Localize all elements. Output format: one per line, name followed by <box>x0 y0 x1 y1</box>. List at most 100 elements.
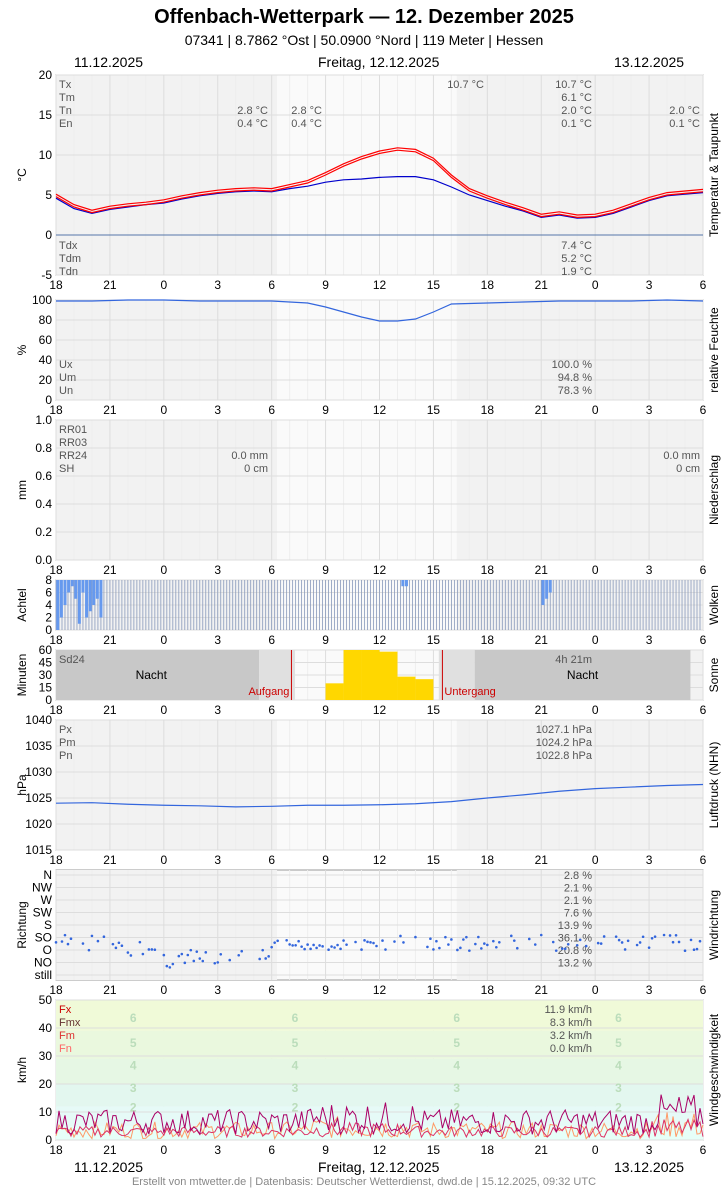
y-tick-label: 40 <box>39 1021 53 1035</box>
direction-point <box>533 943 537 946</box>
wind-label-value: 0.0 km/h <box>550 1043 592 1055</box>
direction-point <box>165 964 169 968</box>
humidity-label-value: 100.0 % <box>552 359 593 371</box>
sd24-value: 4h 21m <box>555 654 592 666</box>
direction-tick-label: NO <box>34 956 52 970</box>
direction-point <box>141 952 145 956</box>
direction-point <box>492 939 495 943</box>
beaufort-label: 5 <box>453 1036 460 1050</box>
y-tick-label: 40 <box>39 353 53 367</box>
direction-point <box>539 933 543 937</box>
direction-point <box>339 947 342 951</box>
direction-point <box>483 942 486 945</box>
x-tick-label: 3 <box>646 1143 653 1157</box>
direction-point <box>96 939 100 943</box>
sunrise-label: Aufgang <box>248 686 289 698</box>
night-shade-2 <box>56 420 278 560</box>
direction-point <box>620 941 624 944</box>
y-tick-label: 0.8 <box>35 441 52 455</box>
y-tick-label: 2 <box>45 611 52 625</box>
y-tick-label: 80 <box>39 313 53 327</box>
dewpoint-line <box>55 176 704 219</box>
direction-point <box>554 949 558 952</box>
humidity-label-name: Un <box>59 385 73 397</box>
beaufort-label: 3 <box>130 1081 137 1095</box>
y-tick-label: 0.2 <box>35 525 52 539</box>
direction-point <box>267 955 270 958</box>
cloud-blue-bar <box>67 580 71 593</box>
pressure-label-value: 1024.2 hPa <box>536 737 593 749</box>
direction-point <box>402 941 405 944</box>
temp-label-value: 2.0 °C <box>561 105 592 117</box>
humidity-label-value: 94.8 % <box>558 372 592 384</box>
y-tick-label: 0 <box>45 1133 52 1147</box>
night-shade-1 <box>56 300 278 400</box>
direction-point <box>240 949 244 953</box>
direction-point <box>683 949 687 952</box>
direction-point <box>60 940 64 943</box>
direction-point <box>321 945 324 948</box>
direction-point <box>228 958 232 962</box>
direction-point <box>674 933 678 937</box>
direction-tick-label: NW <box>32 881 53 895</box>
x-tick-label: 9 <box>322 1143 329 1157</box>
direction-point <box>219 953 223 956</box>
direction-point <box>623 948 627 951</box>
direction-point <box>204 951 208 954</box>
x-tick-label: 21 <box>535 633 549 647</box>
y-tick-label: 100 <box>32 293 52 307</box>
x-tick-label: 18 <box>49 633 63 647</box>
beaufort-band <box>56 1000 703 1031</box>
direction-tick-label: still <box>35 968 52 982</box>
direction-point <box>261 948 264 952</box>
x-tick-label: 0 <box>592 703 599 717</box>
direction-point <box>138 940 142 944</box>
x-tick-label: 6 <box>700 633 707 647</box>
sunshine-bar <box>397 676 416 700</box>
direction-point <box>150 948 154 951</box>
temp-label-name: Tx <box>59 79 72 91</box>
temp-label-name: Tm <box>59 92 75 104</box>
y-tick-label: 1030 <box>25 765 52 779</box>
humidity-label-name: Um <box>59 372 76 384</box>
direction-point <box>294 943 297 947</box>
direction-point <box>375 944 378 948</box>
direction-point <box>468 949 471 952</box>
precip-label-name: RR01 <box>59 424 87 436</box>
direction-point <box>551 940 555 944</box>
panel-ylabel: hPa <box>15 774 29 796</box>
panel-ylabel: km/h <box>15 1057 29 1083</box>
x-tick-label: 21 <box>103 403 117 417</box>
direction-point <box>689 938 693 942</box>
temp-label-value: 0.4 °C <box>291 118 322 130</box>
beaufort-label: 5 <box>292 1036 299 1050</box>
panel-title: Wolken <box>707 585 721 625</box>
pressure-label-value: 1027.1 hPa <box>536 724 593 736</box>
direction-point <box>291 944 294 947</box>
date-right: 13.12.2025 <box>614 54 685 70</box>
cloud-blue-bar <box>99 580 103 618</box>
x-tick-label: 3 <box>214 1143 221 1157</box>
night-label: Nacht <box>567 668 599 682</box>
x-tick-label: 6 <box>700 278 707 292</box>
x-tick-label: 15 <box>427 983 441 997</box>
wind-label-value: 11.9 km/h <box>545 1004 593 1016</box>
direction-point <box>465 935 468 939</box>
x-tick-label: 6 <box>268 403 275 417</box>
beaufort-label: 2 <box>292 1100 299 1114</box>
y-tick-label: 1020 <box>25 817 52 831</box>
direction-point <box>447 943 450 946</box>
x-tick-label: 0 <box>160 853 167 867</box>
direction-point <box>180 952 184 956</box>
direction-point <box>114 946 118 950</box>
direction-point <box>668 934 672 937</box>
page-title: Offenbach-Wetterpark — 12. Dezember 2025 <box>154 6 574 28</box>
temp-label-value: 2.8 °C <box>237 105 268 117</box>
panel-title: Luftdruck (NHN) <box>707 742 721 829</box>
direction-point <box>617 938 621 942</box>
x-tick-label: 18 <box>49 983 63 997</box>
night-shade-0 <box>56 75 278 275</box>
direction-point <box>213 961 217 965</box>
direction-point <box>87 948 91 952</box>
x-tick-label: 15 <box>427 703 441 717</box>
